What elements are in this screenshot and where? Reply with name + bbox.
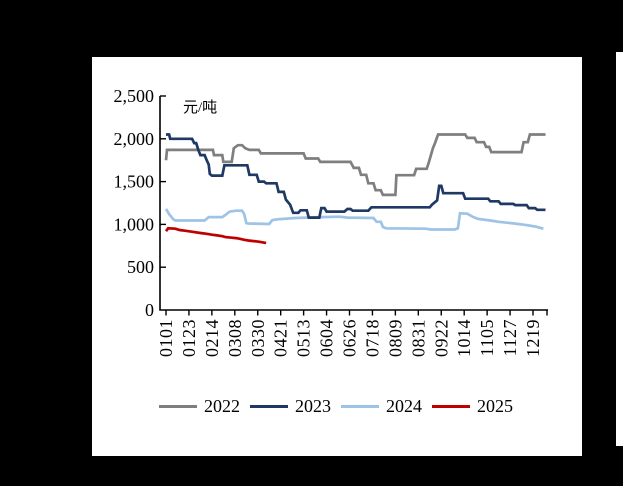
x-tick-label: 0718 [362,319,382,357]
chart-panel-background [92,57,582,456]
x-tick-label: 0421 [271,319,291,357]
legend-line-2023 [250,404,288,408]
x-tick-label: 0513 [294,319,314,357]
x-axis-ticks: 0101 0123 0214 0308 0330 0421 0513 0604 0626 0718… [156,310,548,357]
legend-item-2022: 2022 [159,397,240,415]
x-tick-label: 0604 [317,319,337,357]
legend-label-2024: 2024 [386,396,422,416]
adjacent-panel-edge [616,52,623,446]
x-tick-label: 0922 [431,319,451,357]
y-tick-label: 1,500 [114,172,155,192]
legend-line-2025 [432,404,470,408]
x-tick-label: 0626 [340,319,360,357]
legend-label-2022: 2022 [204,396,240,416]
x-tick-label: 1219 [523,319,543,357]
y-axis-unit-label: 元/吨 [183,99,217,116]
legend-label-2023: 2023 [295,396,331,416]
series-line-2025 [164,226,267,245]
legend-item-2025: 2025 [432,397,513,415]
x-tick-label: 0831 [408,319,428,357]
x-tick-label: 1105 [477,319,497,356]
y-tick-label: 0 [145,300,154,320]
series-lines [164,133,546,245]
x-tick-label: 1014 [454,319,474,357]
x-tick-label: 0101 [156,319,176,357]
y-tick-label: 1,000 [114,214,155,234]
legend-line-2022 [159,404,197,408]
x-tick-label: 0123 [179,319,199,357]
y-axis-ticks: 0 500 1,000 1,500 2,000 2,500 [114,86,166,320]
series-line-2024 [164,208,544,231]
x-tick-label: 0809 [385,319,405,357]
legend-item-2023: 2023 [250,397,331,415]
x-tick-label: 1127 [500,319,520,356]
x-tick-label: 0330 [248,319,268,357]
legend-line-2024 [341,404,379,408]
y-tick-label: 2,500 [114,86,155,106]
series-line-2022 [164,133,546,197]
x-tick-label: 0214 [202,319,222,357]
legend: 2022 2023 2024 2025 [90,393,582,419]
x-tick-label: 0308 [225,319,245,357]
legend-item-2024: 2024 [341,397,422,415]
series-line-2023 [166,133,546,219]
y-tick-label: 2,000 [114,129,155,149]
legend-label-2025: 2025 [477,396,513,416]
y-tick-label: 500 [127,257,154,277]
